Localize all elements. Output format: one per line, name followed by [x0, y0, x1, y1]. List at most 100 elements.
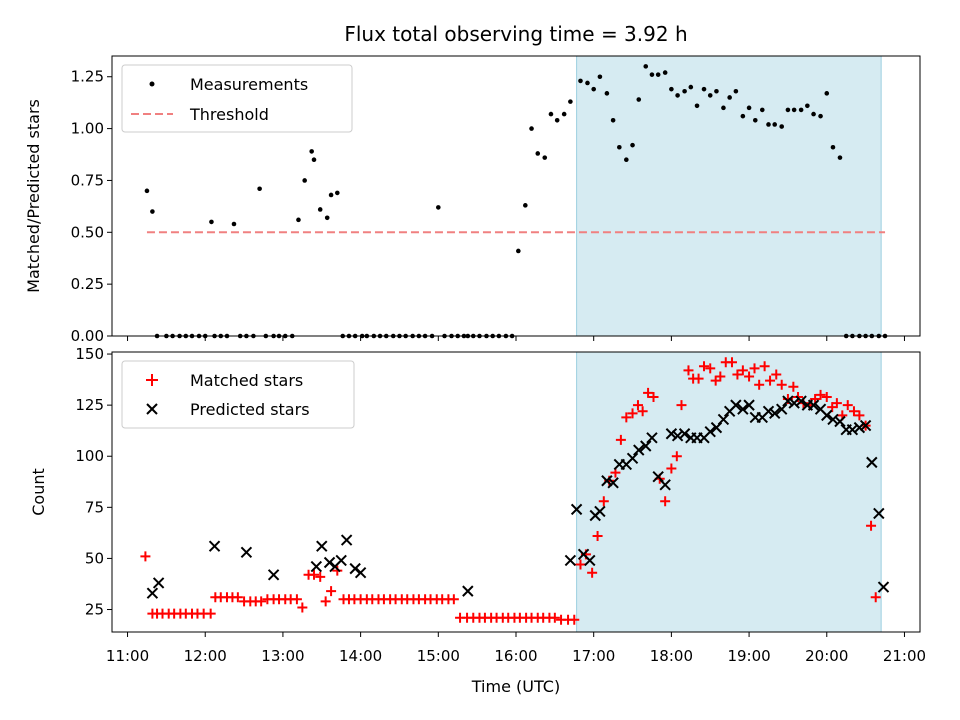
x-axis-label: Time (UTC) [471, 677, 560, 696]
matched-star-point [569, 614, 580, 625]
measurement-point [733, 88, 739, 94]
predicted-star-point [607, 477, 619, 489]
predicted-star-point [737, 403, 749, 415]
top-y-tick-label: 1.00 [71, 120, 104, 138]
legend-label-matched: Matched stars [190, 371, 303, 390]
matched-star-point [854, 410, 865, 421]
legend-label-threshold: Threshold [189, 105, 269, 124]
measurement-point [535, 151, 541, 156]
measurement-point [328, 192, 334, 198]
matched-star-point [315, 571, 326, 582]
measurement-point [302, 178, 307, 183]
legend-label-predicted: Predicted stars [190, 400, 310, 419]
matched-star-point [842, 400, 853, 411]
measurement-point [643, 64, 649, 69]
top-axes-frame [111, 55, 921, 337]
measurement-point [561, 111, 567, 117]
measurement-point [548, 111, 554, 117]
predicted-star-point [743, 399, 755, 411]
matched-star-point [448, 594, 459, 605]
predicted-star-point [827, 413, 839, 426]
matched-star-point [627, 408, 638, 419]
predicted-star-point [626, 452, 639, 464]
measurement-point [604, 91, 610, 96]
top-y-tick-label: 0.00 [71, 327, 104, 345]
measurement-point [568, 99, 573, 104]
predicted-star-point [873, 507, 885, 520]
matched-star-point [671, 451, 682, 462]
top-y-tick-label: 0.25 [71, 275, 104, 293]
predicted-star-point [659, 479, 671, 491]
predicted-star-point [267, 569, 280, 581]
matched-star-point [749, 363, 760, 374]
bottom-y-tick-label: 25 [85, 601, 104, 619]
measurement-point [597, 74, 603, 80]
top-panel: 0.00 0.25 0.50 0.75 1.00 1.25 Matched/Predict… [24, 55, 921, 345]
matched-star-point [575, 559, 586, 570]
measurement-point [694, 103, 700, 109]
measurement-point [542, 155, 548, 160]
measurement-point [150, 209, 155, 214]
bottom-y-tick-label: 100 [75, 447, 104, 465]
measurement-point [649, 72, 655, 77]
predicted-star-point [462, 585, 474, 597]
measurement-point [785, 107, 791, 113]
predicted-star-point [704, 426, 716, 438]
top-y-axis-label: Matched/Predicted stars [24, 99, 43, 293]
measurement-point [296, 217, 301, 223]
predicted-star-point [866, 456, 878, 469]
measurement-point [811, 111, 816, 117]
measurement-point [617, 144, 622, 150]
top-highlight-span [576, 55, 882, 337]
matched-star-point [776, 379, 787, 390]
x-tick-label: 15:00 [417, 647, 460, 665]
measurement-point [554, 117, 560, 123]
matched-star-point [831, 398, 842, 409]
x-tick-label: 14:00 [339, 647, 382, 665]
predicted-star-point [821, 409, 833, 422]
bottom-legend-box [121, 360, 355, 429]
predicted-star-point [671, 430, 684, 442]
predicted-star-point [776, 403, 788, 415]
bottom-y-tick-label: 75 [85, 498, 104, 516]
matched-star-point [205, 608, 216, 619]
matched-star-point [666, 463, 677, 474]
matched-star-point [788, 381, 799, 392]
predicted-star-point [807, 399, 820, 411]
predicted-star-point [665, 428, 678, 440]
matched-star-point [320, 596, 331, 607]
matched-star-point [140, 551, 151, 562]
matched-star-point [643, 387, 654, 398]
measurement-point [707, 93, 713, 98]
measurement-point [144, 188, 150, 194]
matched-star-point [866, 520, 877, 531]
measurement-point [529, 126, 534, 131]
measurement-point [578, 78, 583, 84]
predicted-star-point [717, 413, 730, 426]
measurement-point [630, 142, 635, 148]
bottom-panel: 25 50 75 100 125 150 11:00 12:00 13:00 14:00 15:0… [29, 345, 926, 696]
predicted-star-point [152, 577, 165, 589]
matched-star-point [332, 565, 343, 576]
measurement-point [662, 70, 668, 75]
predicted-star-point [782, 395, 794, 407]
measurement-point [714, 88, 719, 94]
matched-stars-points [140, 357, 881, 625]
predicted-star-point [240, 546, 253, 558]
measurement-point [311, 157, 317, 163]
x-tick-label: 17:00 [572, 647, 615, 665]
measurement-point [766, 122, 771, 127]
matched-star-point [309, 569, 319, 580]
predicted-star-point [146, 587, 159, 599]
x-tick-label: 21:00 [883, 647, 926, 665]
predicted-star-point [316, 540, 328, 552]
measurement-point [516, 248, 521, 254]
bottom-legend: Matched stars Predicted stars [121, 360, 355, 429]
bottom-y-tick-label: 150 [75, 345, 104, 363]
predicted-star-point [788, 397, 800, 409]
bottom-x-ticks: 11:00 12:00 13:00 14:00 15:00 16:00 17:00 18:00… [106, 632, 926, 665]
matched-star-point [632, 400, 643, 411]
measurement-point [317, 207, 323, 212]
predicted-star-point [594, 505, 606, 518]
predicted-star-point [762, 405, 775, 417]
